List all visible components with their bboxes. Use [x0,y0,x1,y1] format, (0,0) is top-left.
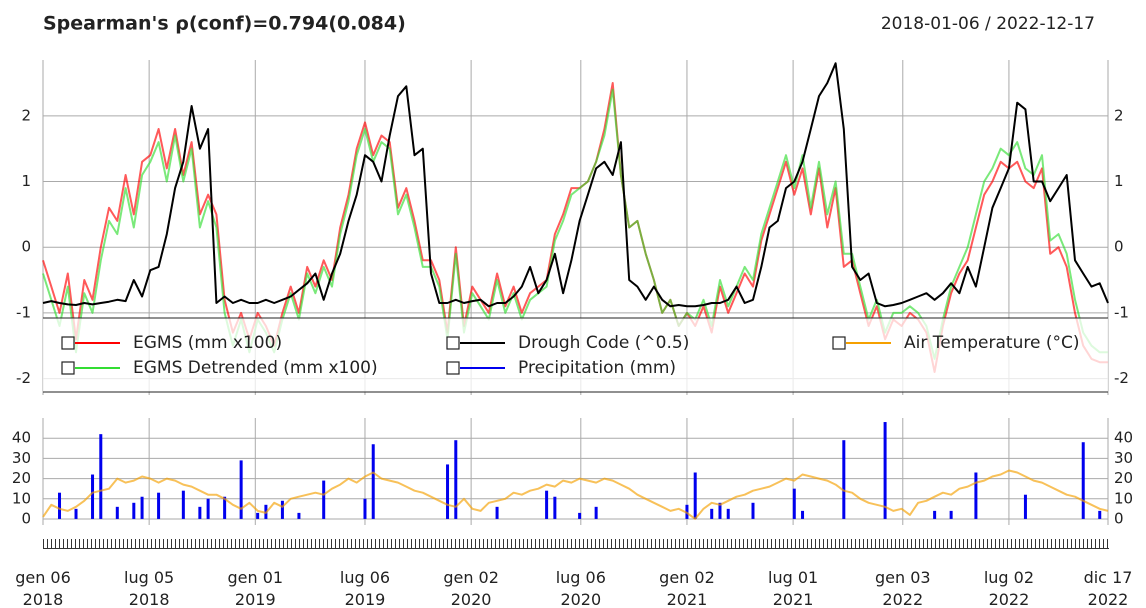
series-line [42,469,1109,520]
x-tick-label: gen 02 2021 [659,568,715,608]
y-tick-label: 30 [12,449,31,467]
y-tick-label: -2 [16,369,31,387]
x-tick-label: gen 02 2020 [443,568,499,608]
bar [883,422,887,519]
y-tick-label: 40 [12,429,31,447]
bar [363,498,367,519]
y-tick-label-right: 1 [1114,172,1124,190]
x-tick-label: lug 06 2019 [339,568,391,608]
bar [1023,494,1027,519]
y-tick-label-right: -2 [1114,369,1129,387]
y-tick-label: 1 [21,172,31,190]
x-tick-label: gen 03 2022 [874,568,931,608]
bar [578,512,582,519]
legend-checkbox[interactable] [61,336,75,350]
x-tick-label: gen 01 2019 [227,568,284,608]
x-tick-label: lug 01 2021 [768,568,819,608]
legend-label: EGMS Detrended (mm x100) [133,358,378,378]
bar [280,500,284,519]
x-tick-label: dic 17 2022 [1083,568,1133,608]
y-tick-label: 0 [21,238,31,256]
bar [198,506,202,519]
bar [710,508,714,519]
bar [371,444,375,519]
bar [132,502,136,519]
bar [99,434,103,519]
y-tick-label: 0 [21,509,31,527]
bar [223,496,227,519]
legend-checkbox[interactable] [61,361,75,375]
bar [718,502,722,519]
x-tick-label: lug 02 2022 [983,568,1035,608]
bar [933,510,937,519]
y-tick-label-right: 0 [1114,238,1124,256]
bar [792,488,796,519]
series-line [42,62,1109,308]
bar [239,460,243,519]
bar [1098,510,1102,519]
bar [115,506,119,519]
legend-checkbox[interactable] [446,336,460,350]
bar [495,506,499,519]
bar [545,490,549,519]
bar [206,498,210,519]
bar [297,512,301,519]
bar [751,502,755,519]
chart-title: Spearman's ρ(conf)=0.794(0.084) [43,13,406,35]
legend-label: Drough Code (^0.5) [518,333,689,353]
y-tick-label-right: 10 [1114,489,1133,507]
bar [181,490,185,519]
bar [58,492,62,519]
legend-checkbox[interactable] [832,336,846,350]
y-tick-label-right: 30 [1114,449,1133,467]
x-tick-label: lug 06 2020 [555,568,606,608]
bar [974,472,978,519]
bar [140,496,144,519]
bar [454,440,458,519]
x-tick-label: lug 05 2018 [124,568,175,608]
bar [256,512,260,519]
legend-checkbox[interactable] [446,361,460,375]
legend-label: EGMS (mm x100) [133,333,282,353]
y-tick-label-right: 0 [1114,509,1124,527]
x-tick-label: gen 06 2018 [15,568,71,608]
bar [594,506,598,519]
chart-subtitle: 2018-01-06 / 2022-12-17 [881,14,1095,34]
y-tick-label-right: 40 [1114,429,1133,447]
bar [693,472,697,519]
bar [726,508,730,519]
bar [91,474,95,519]
bar [1081,442,1085,519]
minor-ticks [43,539,1109,549]
legend-label: Precipitation (mm) [518,358,676,378]
y-tick-label-right: -1 [1114,303,1129,321]
y-tick-label-right: 20 [1114,469,1133,487]
bar [949,510,953,519]
bar [157,492,161,519]
legend-label: Air Temperature (°C) [904,333,1079,353]
y-tick-label: 20 [12,469,31,487]
bar [842,440,846,519]
legend-box [43,318,1108,392]
y-tick-label: -1 [16,303,31,321]
y-tick-label: 2 [21,106,31,124]
bar [322,480,326,519]
bar [446,464,450,519]
bar [801,510,805,519]
y-tick-label-right: 2 [1114,106,1124,124]
bar [74,508,78,519]
y-tick-label: 10 [12,489,31,507]
bar [553,496,557,519]
